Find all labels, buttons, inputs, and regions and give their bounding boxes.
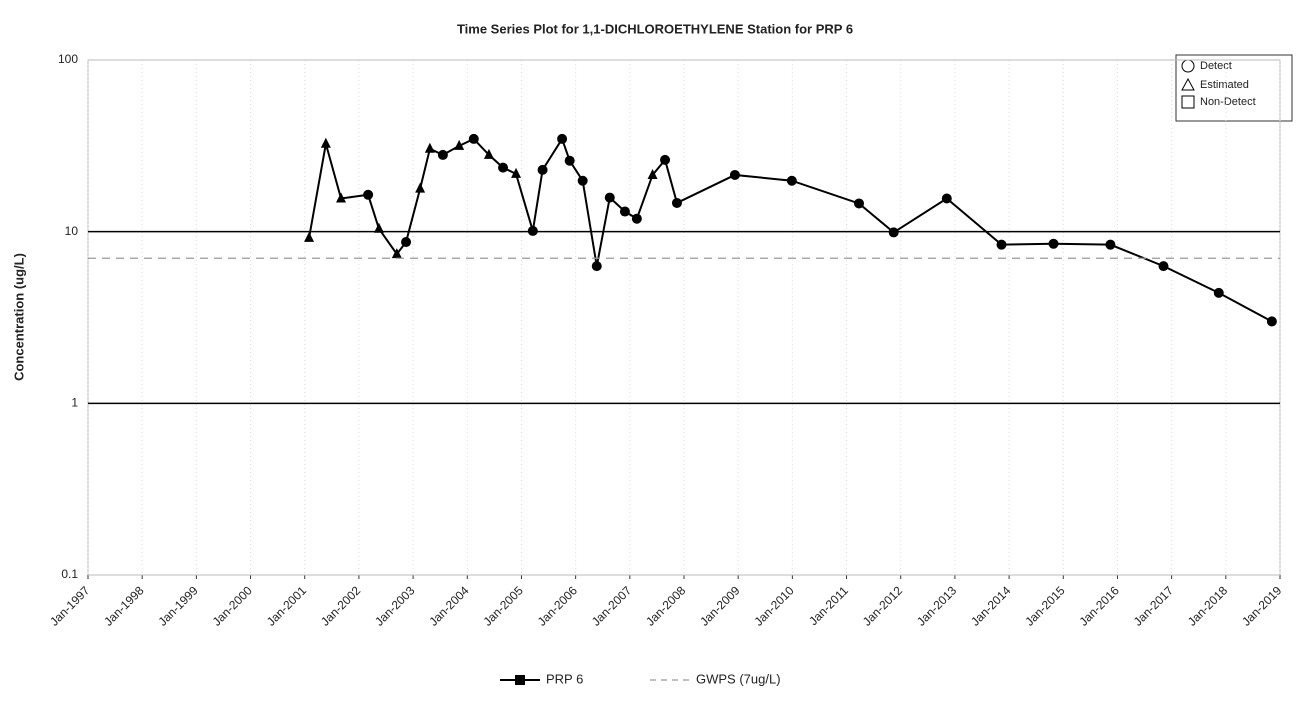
plot-frame bbox=[87, 59, 1281, 576]
qualifier-legend-box bbox=[1175, 54, 1293, 122]
x-tick-label: Jan-2008 bbox=[643, 583, 689, 629]
estimated-marker bbox=[511, 167, 522, 178]
x-tick-label: Jan-2009 bbox=[697, 583, 743, 629]
legend-label: GWPS (7ug/L) bbox=[696, 671, 781, 686]
detect-marker bbox=[854, 198, 865, 209]
legend-label: Detect bbox=[1200, 60, 1232, 72]
detect-marker bbox=[1048, 238, 1059, 249]
y-tick-label: 100 bbox=[58, 52, 78, 66]
detect-marker bbox=[468, 133, 479, 144]
x-tick-label: Jan-2019 bbox=[1239, 583, 1285, 629]
estimated-marker bbox=[391, 248, 402, 259]
estimated-marker bbox=[415, 182, 426, 193]
x-tick-label: Jan-2001 bbox=[264, 583, 310, 629]
series-line bbox=[308, 136, 1273, 323]
detect-marker bbox=[996, 239, 1007, 250]
detect-marker bbox=[786, 175, 797, 186]
x-tick-label: Jan-2006 bbox=[535, 583, 581, 629]
estimated-marker bbox=[424, 142, 435, 153]
y-tick-label: 0.1 bbox=[61, 567, 78, 581]
detect-marker bbox=[729, 169, 740, 180]
detect-marker bbox=[1266, 316, 1277, 327]
legend-label: Non-Detect bbox=[1200, 96, 1256, 108]
detect-marker bbox=[1213, 287, 1224, 298]
estimated-marker bbox=[373, 222, 384, 233]
estimated-marker bbox=[483, 148, 494, 159]
detect-marker bbox=[1105, 239, 1116, 250]
x-tick-label: Jan-2005 bbox=[481, 583, 527, 629]
detect-marker bbox=[557, 133, 568, 144]
legend-swatch-marker bbox=[515, 675, 525, 685]
detect-marker bbox=[631, 213, 642, 224]
detect-marker bbox=[537, 164, 548, 175]
x-tick-label: Jan-2018 bbox=[1185, 583, 1231, 629]
x-tick-label: Jan-2013 bbox=[914, 583, 960, 629]
detect-marker bbox=[941, 193, 952, 204]
detect-marker bbox=[564, 155, 575, 166]
x-tick-label: Jan-2007 bbox=[589, 583, 635, 629]
detect-marker bbox=[619, 206, 630, 217]
x-tick-label: Jan-2000 bbox=[210, 583, 256, 629]
legend-square bbox=[1181, 95, 1195, 109]
detect-marker bbox=[1158, 261, 1169, 272]
x-tick-label: Jan-1999 bbox=[155, 583, 201, 629]
x-tick-label: Jan-2003 bbox=[372, 583, 418, 629]
estimated-marker bbox=[454, 139, 465, 150]
x-tick-label: Jan-2016 bbox=[1077, 583, 1123, 629]
detect-marker bbox=[577, 175, 588, 186]
detect-marker bbox=[888, 227, 899, 238]
legend-triangle bbox=[1181, 77, 1195, 91]
detect-marker bbox=[437, 149, 448, 160]
x-tick-label: Jan-2011 bbox=[806, 583, 851, 628]
x-tick-label: Jan-1998 bbox=[101, 583, 147, 629]
x-tick-label: Jan-2014 bbox=[968, 583, 1014, 629]
detect-marker bbox=[671, 197, 682, 208]
chart-title: Time Series Plot for 1,1-DICHLOROETHYLEN… bbox=[457, 21, 853, 36]
detect-marker bbox=[498, 162, 509, 173]
detect-marker bbox=[527, 225, 538, 236]
legend-label: Estimated bbox=[1200, 79, 1249, 91]
estimated-marker bbox=[336, 192, 347, 203]
detect-marker bbox=[604, 192, 615, 203]
x-tick-label: Jan-2017 bbox=[1131, 583, 1177, 629]
detect-marker bbox=[363, 189, 374, 200]
detect-marker bbox=[660, 154, 671, 165]
x-tick-label: Jan-2015 bbox=[1022, 583, 1068, 629]
x-tick-label: Jan-2012 bbox=[860, 583, 906, 629]
detect-marker bbox=[591, 261, 602, 272]
y-axis-label: Concentration (ug/L) bbox=[11, 253, 26, 381]
y-tick-label: 10 bbox=[65, 224, 79, 238]
estimated-marker bbox=[304, 231, 315, 242]
estimated-marker bbox=[320, 137, 331, 148]
legend-label: PRP 6 bbox=[546, 671, 583, 686]
estimated-marker bbox=[647, 168, 658, 179]
detect-marker bbox=[401, 237, 412, 248]
x-tick-label: Jan-2010 bbox=[751, 583, 797, 629]
x-tick-label: Jan-2002 bbox=[318, 583, 364, 629]
x-tick-label: Jan-2004 bbox=[426, 583, 472, 629]
y-tick-label: 1 bbox=[71, 396, 78, 410]
x-tick-label: Jan-1997 bbox=[47, 583, 93, 629]
